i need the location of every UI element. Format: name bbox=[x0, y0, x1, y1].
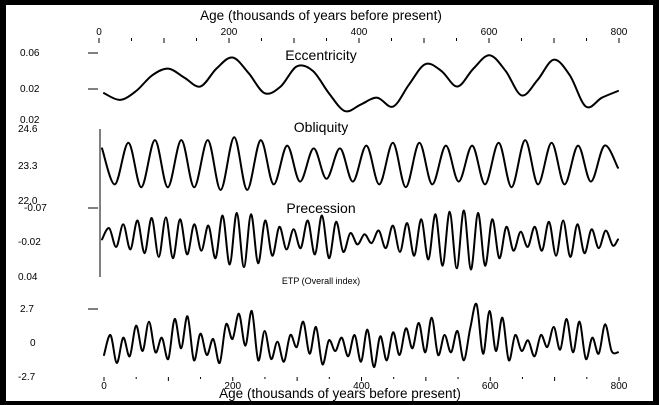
ecc-ytick-label: 0.02 bbox=[20, 84, 40, 95]
etp-ytick-label: 0 bbox=[30, 338, 36, 349]
pre-ytick-label: -0.02 bbox=[18, 237, 41, 248]
bottom-xtick-label: 200 bbox=[224, 381, 241, 392]
ecc-series-line bbox=[103, 54, 619, 113]
top-xtick-label: 400 bbox=[351, 27, 368, 38]
pre-ytick-label: 0.04 bbox=[18, 272, 38, 283]
etp-ytick-label: 2.7 bbox=[20, 304, 34, 315]
precession-title: Precession bbox=[286, 200, 355, 216]
pre-series-line bbox=[101, 209, 619, 271]
top-xtick-label: 800 bbox=[611, 27, 628, 38]
etp-title: ETP (Overall index) bbox=[282, 276, 360, 286]
bottom-xtick-label: 400 bbox=[353, 381, 370, 392]
bottom-xtick-label: 0 bbox=[101, 381, 107, 392]
etp-series-line bbox=[103, 302, 619, 369]
bottom-axis-ticks: 0 200 400 600 800 bbox=[101, 377, 628, 392]
top-xtick-label: 200 bbox=[221, 27, 238, 38]
ecc-ytick-label: 0.06 bbox=[20, 48, 40, 59]
figure-background bbox=[6, 5, 653, 401]
obl-ytick-label: 22.0 bbox=[18, 196, 38, 207]
top-xtick-label: 600 bbox=[481, 27, 498, 38]
obl-ytick-label: 24.6 bbox=[18, 124, 38, 135]
top-axis-label: Age (thousands of years before present) bbox=[200, 8, 442, 23]
series-curves bbox=[101, 54, 619, 369]
obl-ytick-label: 23.3 bbox=[18, 161, 38, 172]
chart-svg: Age (thousands of years before present) … bbox=[6, 5, 653, 401]
obl-series-line bbox=[101, 136, 619, 191]
ecc-ytick-label: 0.02 bbox=[20, 115, 40, 126]
bottom-xtick-label: 600 bbox=[482, 381, 499, 392]
bottom-axis-label: Age (thousands of years before present) bbox=[219, 386, 461, 401]
obliquity-title: Obliquity bbox=[294, 119, 348, 135]
bottom-xtick-label: 800 bbox=[611, 381, 628, 392]
etp-ytick-label: -2.7 bbox=[18, 372, 36, 383]
y-axis-ticks: 0.060.020.0224.623.322.0-0.07-0.020.042.… bbox=[18, 48, 98, 383]
pre-ytick-label: -0.07 bbox=[24, 203, 47, 214]
top-xtick-label: 0 bbox=[96, 27, 102, 38]
eccentricity-title: Eccentricity bbox=[285, 47, 357, 63]
top-axis-ticks: 0 200 400 600 800 bbox=[96, 27, 628, 43]
